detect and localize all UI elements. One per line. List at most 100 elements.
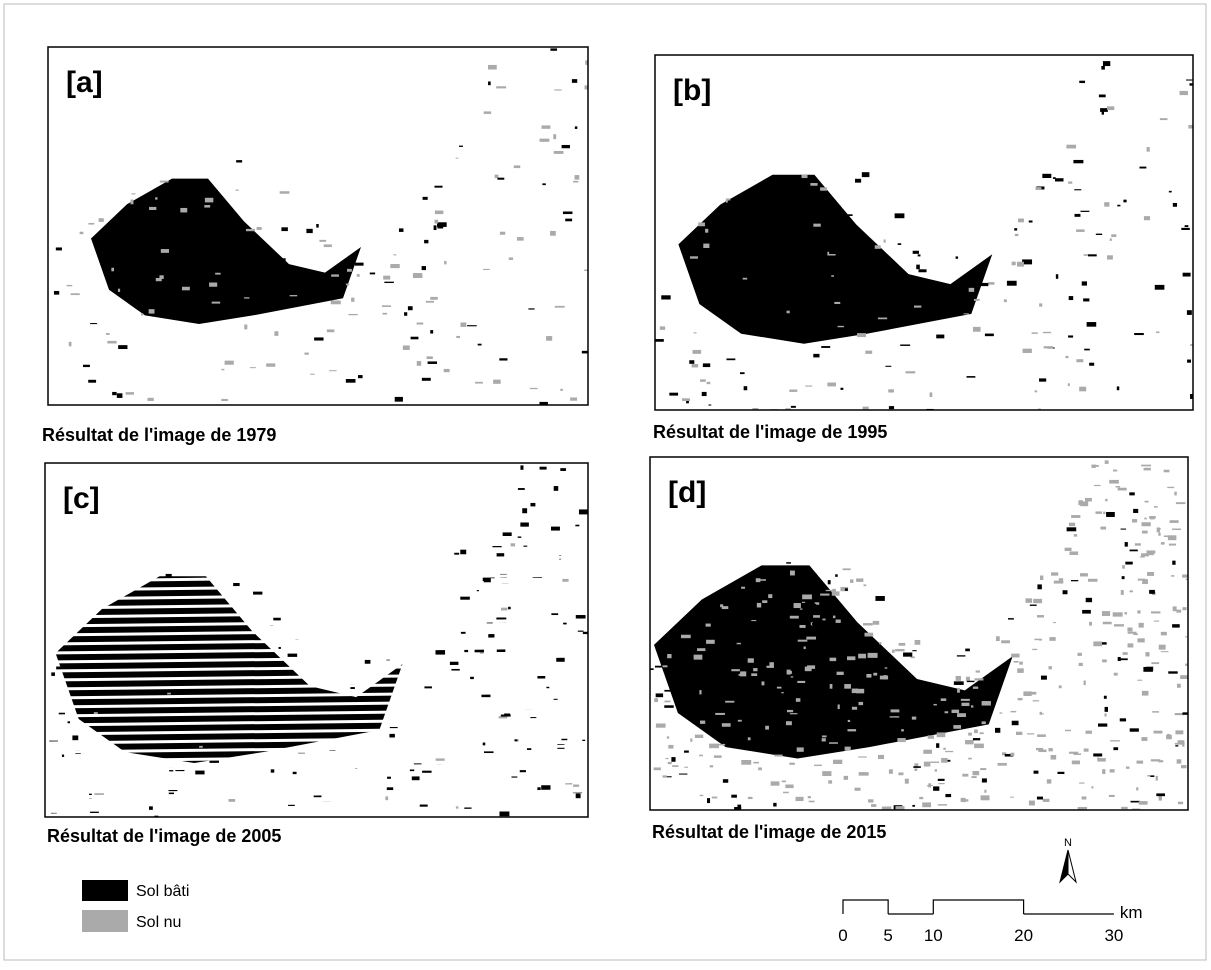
land-patch [957, 687, 960, 693]
land-patch [1055, 274, 1059, 279]
land-patch [1120, 590, 1124, 595]
land-patch [494, 174, 499, 179]
land-patch [345, 379, 356, 383]
stripe-artifact [45, 555, 588, 565]
north-label: N [1064, 837, 1072, 849]
land-patch [1113, 469, 1118, 472]
land-patch [891, 316, 895, 319]
stripe-artifact [45, 672, 588, 682]
land-patch [434, 210, 444, 215]
land-patch [425, 300, 435, 303]
land-patch [1160, 631, 1167, 636]
land-patch [725, 700, 735, 703]
land-patch [383, 275, 391, 280]
land-patch [221, 368, 225, 371]
land-patch [1062, 590, 1068, 595]
land-patch [244, 297, 250, 299]
land-patch [807, 796, 811, 799]
land-patch [888, 389, 894, 393]
land-patch [326, 329, 335, 333]
land-patch [482, 576, 491, 582]
land-patch [1094, 484, 1101, 487]
land-patch [1068, 522, 1076, 527]
land-patch [669, 392, 679, 396]
land-patch [330, 300, 341, 305]
land-patch [546, 686, 550, 689]
land-patch [1085, 730, 1092, 734]
land-patch [840, 387, 844, 390]
land-patch [743, 386, 748, 391]
land-patch [561, 144, 570, 149]
land-patch [1125, 766, 1130, 769]
land-patch [55, 247, 62, 251]
land-patch [873, 672, 878, 676]
land-patch [389, 726, 398, 729]
land-patch [742, 277, 748, 280]
land-patch [892, 649, 895, 653]
land-patch [455, 806, 459, 809]
land-patch [1026, 733, 1035, 735]
land-patch [499, 231, 506, 235]
land-patch [348, 313, 358, 316]
land-patch [1031, 332, 1038, 334]
land-patch [789, 615, 799, 619]
land-patch [455, 157, 459, 159]
land-patch [508, 257, 514, 260]
land-patch [539, 401, 548, 405]
map-content [53, 48, 588, 405]
land-patch [209, 282, 218, 287]
land-patch [1108, 794, 1115, 797]
land-patch [1137, 610, 1141, 614]
stripe-artifact [45, 609, 588, 619]
land-patch [1088, 578, 1098, 582]
land-patch [974, 678, 984, 681]
land-patch [433, 225, 437, 231]
land-patch [726, 358, 736, 361]
land-patch [581, 350, 588, 354]
land-patch [888, 769, 893, 774]
land-patch [430, 330, 434, 334]
stripe-artifact [45, 708, 588, 718]
land-patch [224, 360, 234, 365]
land-patch [233, 583, 240, 587]
land-patch [118, 345, 128, 350]
land-patch [1083, 298, 1090, 302]
land-patch [162, 638, 167, 641]
land-patch [385, 796, 389, 801]
land-patch [788, 670, 792, 674]
land-patch [953, 725, 962, 729]
land-patch [877, 754, 885, 760]
land-patch [781, 692, 784, 694]
land-patch [1172, 606, 1177, 612]
land-patch [82, 364, 90, 368]
land-patch [1034, 390, 1038, 393]
land-patch [1076, 229, 1085, 232]
land-patch [765, 254, 771, 258]
land-patch [789, 762, 795, 765]
land-patch [1172, 528, 1182, 531]
land-patch [1032, 648, 1038, 651]
land-patch [945, 793, 952, 798]
land-patch [810, 183, 818, 186]
land-patch [1038, 749, 1047, 753]
land-patch [215, 663, 226, 668]
land-patch [497, 177, 505, 180]
land-patch [112, 391, 117, 396]
figure-border [3, 3, 1207, 961]
land-patch [1123, 199, 1127, 203]
legend-label: Sol bâti [136, 883, 189, 900]
land-patch [1182, 272, 1191, 277]
land-patch [1002, 752, 1007, 756]
land-patch [56, 666, 65, 671]
land-patch [1184, 636, 1188, 638]
land-patch [918, 269, 927, 273]
land-patch [244, 324, 248, 330]
land-patch [118, 618, 128, 622]
map-content [655, 61, 1193, 410]
land-patch [1085, 597, 1093, 603]
land-patch [1066, 527, 1077, 532]
land-patch [798, 728, 808, 732]
land-patch [310, 373, 315, 375]
land-patch [1150, 775, 1155, 777]
land-patch [434, 219, 439, 224]
